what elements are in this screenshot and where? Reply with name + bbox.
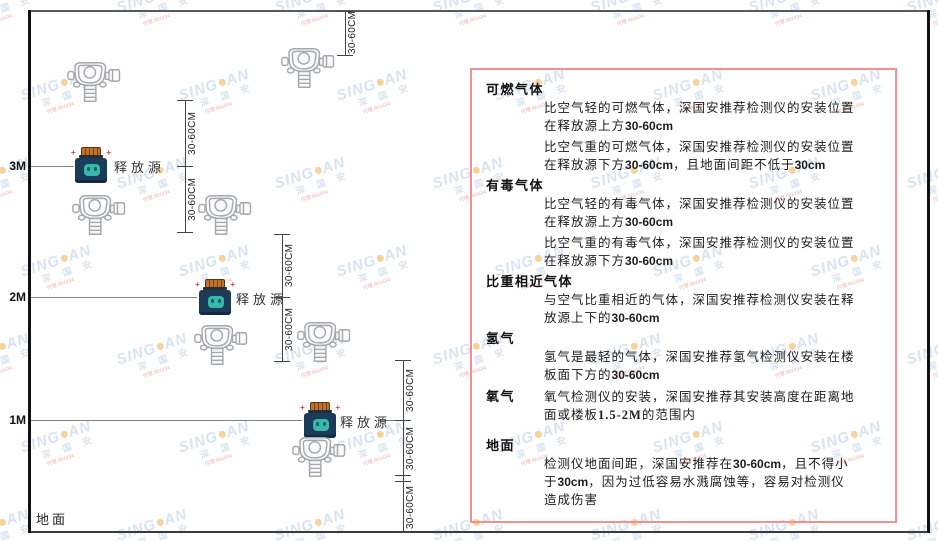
gas-detector-icon	[194, 323, 250, 367]
release-source-label: 释放源	[236, 292, 288, 307]
spark-icon: +	[106, 148, 111, 157]
release-source-label: 释放源	[340, 415, 392, 430]
dimension-label: 30-60CM	[187, 111, 198, 155]
source-rim	[308, 410, 332, 413]
dimension-tick	[177, 166, 193, 167]
section-heading-flammable: 可燃气体	[486, 82, 545, 97]
section-paragraph: 与空气比重相近的气体，深国安推荐检测仪安装在释放源上下的30-60cm	[544, 293, 855, 325]
section-heading-ground: 地面	[486, 438, 516, 453]
gas-detector-icon	[281, 46, 337, 90]
spark-icon: +	[300, 403, 305, 412]
spark-icon: +	[71, 148, 76, 157]
dimension-tick	[395, 481, 411, 482]
gas-detector-icon	[292, 435, 348, 479]
dimension-label: 30-60CM	[284, 307, 295, 351]
section-paragraph: 比空气轻的可燃气体，深国安推荐检测仪的安装位置在释放源上方30-60cm	[544, 101, 855, 133]
dimension-line	[345, 11, 346, 55]
gas-detector-icon	[198, 193, 254, 237]
section-heading-toxic: 有毒气体	[486, 178, 545, 193]
dimension-tick	[395, 532, 411, 533]
section-heading-similar-density: 比重相近气体	[486, 274, 574, 289]
source-face	[313, 419, 329, 431]
spark-icon: +	[230, 280, 235, 289]
gas-detector-icon	[67, 60, 123, 104]
height-label-3m: 3M	[9, 159, 26, 173]
section-heading-oxygen: 氧气	[486, 389, 516, 404]
level-line-2m	[31, 297, 197, 298]
dimension-label: 30-60CM	[187, 177, 198, 221]
section-paragraph: 氧气检测仪的安装，深国安推荐其安装高度在距离地面或楼板1.5-2M的范围内	[544, 390, 855, 422]
dimension-tick	[177, 100, 193, 101]
section-heading-hydrogen: 氢气	[486, 331, 516, 346]
dimension-label: 30-60CM	[347, 10, 358, 54]
dimension-tick	[274, 361, 290, 362]
gas-detector-icon	[297, 320, 353, 364]
dimension-label: 30-60CM	[405, 485, 416, 529]
height-label-1m: 1M	[9, 413, 26, 427]
release-source-label: 释放源	[114, 160, 166, 175]
section-paragraph: 氢气是最轻的气体，深国安推荐氢气检测仪安装在楼板面下方的30-60cm	[544, 350, 855, 382]
section-paragraph: 比空气轻的有毒气体，深国安推荐检测仪的安装位置在释放源上方30-60cm	[544, 197, 855, 229]
spark-icon: +	[195, 280, 200, 289]
ground-line	[28, 531, 930, 533]
ground-label: 地面	[36, 512, 69, 527]
source-face	[208, 296, 224, 308]
section-paragraph: 检测仪地面间距，深国安推荐在30-60cm，且不得小于30cm，因为过低容易水溅…	[544, 457, 849, 507]
dimension-tick	[337, 11, 353, 12]
dimension-line	[403, 360, 404, 533]
left-wall-line	[28, 10, 31, 533]
right-wall-line	[927, 10, 930, 533]
release-source-icon: + +	[71, 147, 111, 184]
dimension-tick	[274, 234, 290, 235]
dimension-label: 30-60CM	[405, 368, 416, 412]
source-rim	[79, 155, 103, 158]
dimension-tick	[337, 55, 353, 56]
source-body	[304, 413, 336, 438]
release-source-icon: + +	[300, 402, 340, 439]
level-connector-1m	[378, 420, 403, 421]
section-paragraph: 比空气重的有毒气体，深国安推荐检测仪的安装位置在释放源下方30-60cm	[544, 236, 855, 268]
dimension-label: 30-60CM	[284, 243, 295, 288]
dimension-tick	[177, 232, 193, 233]
dimension-tick	[274, 297, 290, 298]
source-body	[199, 290, 231, 315]
level-line-3m	[31, 166, 74, 167]
dimension-tick	[395, 420, 411, 421]
source-rim	[203, 287, 227, 290]
source-face	[84, 164, 100, 176]
section-oxygen: 氧气 氧气检测仪的安装，深国安推荐其安装高度在距离地面或楼板1.5-2M的范围内	[486, 388, 855, 424]
source-body	[75, 158, 107, 183]
dimension-label: 30-60CM	[405, 426, 416, 471]
release-source-icon: + +	[195, 279, 235, 316]
section-paragraph: 比空气重的可燃气体，深国安推荐检测仪的安装位置在释放源下方30-60cm，且地面…	[544, 140, 855, 172]
ceiling-line	[28, 10, 930, 12]
level-line-1m	[31, 420, 302, 421]
height-label-2m: 2M	[9, 290, 26, 304]
recommendations-panel: 可燃气体 比空气轻的可燃气体，深国安推荐检测仪的安装位置在释放源上方30-60c…	[470, 68, 897, 523]
dimension-tick	[395, 360, 411, 361]
gas-detector-icon	[72, 193, 128, 237]
dimension-tick	[395, 475, 411, 476]
spark-icon: +	[335, 403, 340, 412]
